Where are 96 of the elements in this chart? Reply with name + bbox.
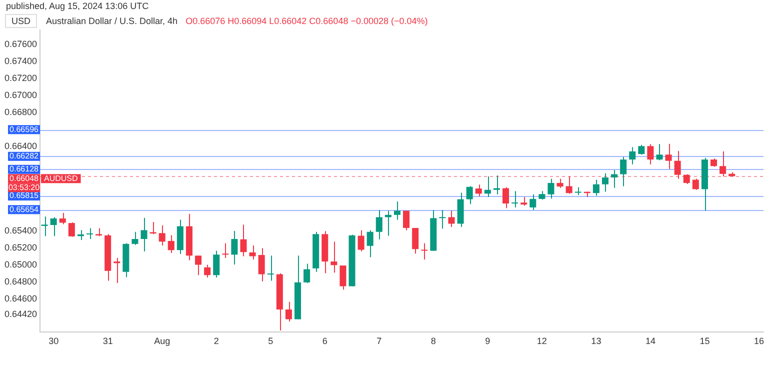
candlestick <box>68 222 75 238</box>
y-tick-label: 0.65000 <box>4 260 37 270</box>
candlestick <box>493 175 500 195</box>
candlestick <box>340 264 346 290</box>
x-tick-label: 7 <box>376 336 382 346</box>
chart-subtitle: O0.66076 H0.66094 L0.66042 C0.66048 −0.00028 (−0.04%) <box>186 16 428 26</box>
y-tick-label: 0.67000 <box>4 90 37 100</box>
candlestick <box>574 186 582 196</box>
candlestick <box>376 209 382 240</box>
candlestick <box>330 241 338 274</box>
candlestick <box>439 209 446 230</box>
candlestick <box>566 176 572 194</box>
y-tick-label: 0.64420 <box>4 308 37 319</box>
candlestick <box>512 190 518 208</box>
x-tick-label: 8 <box>430 336 436 346</box>
candlestick <box>484 176 491 198</box>
candlestick <box>86 228 93 240</box>
candlestick <box>231 230 238 265</box>
candlestick <box>592 179 600 196</box>
ref-line-label: 0.66128 <box>10 164 40 174</box>
candlestick <box>41 216 48 237</box>
ref-line-label: 0.66596 <box>10 124 40 134</box>
ref-line-label: 0.66048 <box>10 174 40 183</box>
candlestick <box>502 186 510 209</box>
candlestick <box>403 210 410 231</box>
candlestick <box>683 174 690 184</box>
candlestick <box>176 219 184 255</box>
candlestick <box>602 172 608 192</box>
candlestick <box>692 178 699 190</box>
ref-line-label: 0.65654 <box>10 204 40 214</box>
x-tick-label: 16 <box>754 336 764 346</box>
candlestick <box>132 231 138 246</box>
ref-line-label: 0.66282 <box>10 152 40 161</box>
x-tick-label: 2 <box>214 336 219 346</box>
candlestick <box>421 242 428 260</box>
candlestick <box>548 178 554 200</box>
candlestick <box>195 255 202 276</box>
y-tick-label: 0.65200 <box>4 242 37 253</box>
y-tick-label: 0.64800 <box>4 276 37 287</box>
y-tick-label: 0.67600 <box>4 38 37 49</box>
candlestick <box>448 210 455 228</box>
candlestick <box>158 224 166 246</box>
candlestick <box>358 230 364 252</box>
candlestick <box>412 227 419 254</box>
x-tick-label: 15 <box>700 336 710 346</box>
candlestick <box>629 146 636 165</box>
candlestick <box>674 150 681 180</box>
text: published, Aug 15, 2024 13:06 UTC <box>6 1 149 11</box>
x-tick-label: 14 <box>645 336 656 346</box>
candlestick <box>258 248 265 282</box>
candlestick <box>530 194 536 211</box>
candlestick <box>285 301 292 322</box>
x-tick-label: 12 <box>536 336 547 346</box>
candlestick <box>249 245 256 260</box>
text: 03:53:20 <box>8 182 40 192</box>
annotation: AUDUSD <box>44 174 78 183</box>
candlestick <box>366 230 374 258</box>
candlestick <box>240 224 247 257</box>
chart-title: Australian Dollar / U.S. Dollar, 4h <box>46 16 178 26</box>
ref-line-label: 0.65815 <box>10 191 40 200</box>
x-tick-label: 5 <box>268 336 274 346</box>
candlestick <box>638 144 645 156</box>
y-tick-label: 0.67400 <box>4 56 37 66</box>
x-tick-label: 31 <box>102 336 113 346</box>
y-tick-label: 0.64600 <box>4 294 37 304</box>
candlestick <box>475 184 482 197</box>
candlestick <box>466 186 473 205</box>
x-tick-label: 6 <box>322 336 328 346</box>
candlestick <box>720 150 726 177</box>
x-tick-label: 30 <box>48 336 59 346</box>
candlestick <box>267 255 274 282</box>
candlestick <box>556 178 564 188</box>
candlestick <box>114 257 120 284</box>
y-axis-title: USD <box>5 14 37 28</box>
candlestick <box>213 250 220 278</box>
y-tick-label: 0.66400 <box>4 140 37 151</box>
candlestick <box>611 169 618 188</box>
x-tick-label: 9 <box>485 336 490 346</box>
candlestick <box>222 242 229 258</box>
y-tick-label: 0.65400 <box>4 226 37 236</box>
x-tick-label: Aug <box>154 336 170 346</box>
x-tick-label: 13 <box>591 336 602 346</box>
candlestick <box>150 222 156 235</box>
candlestick <box>620 156 627 187</box>
y-tick-label: 0.66800 <box>4 106 37 117</box>
y-tick-label: 0.67200 <box>4 72 37 83</box>
candlestick <box>647 144 654 165</box>
candlestick <box>140 217 148 252</box>
candlestick <box>304 263 310 284</box>
candlestick <box>656 144 663 161</box>
candlestick <box>168 234 174 254</box>
candlestick <box>394 201 400 220</box>
candlestick <box>50 216 57 237</box>
candlestick <box>59 212 66 225</box>
candlestick <box>665 143 672 170</box>
candlestick <box>204 264 211 278</box>
